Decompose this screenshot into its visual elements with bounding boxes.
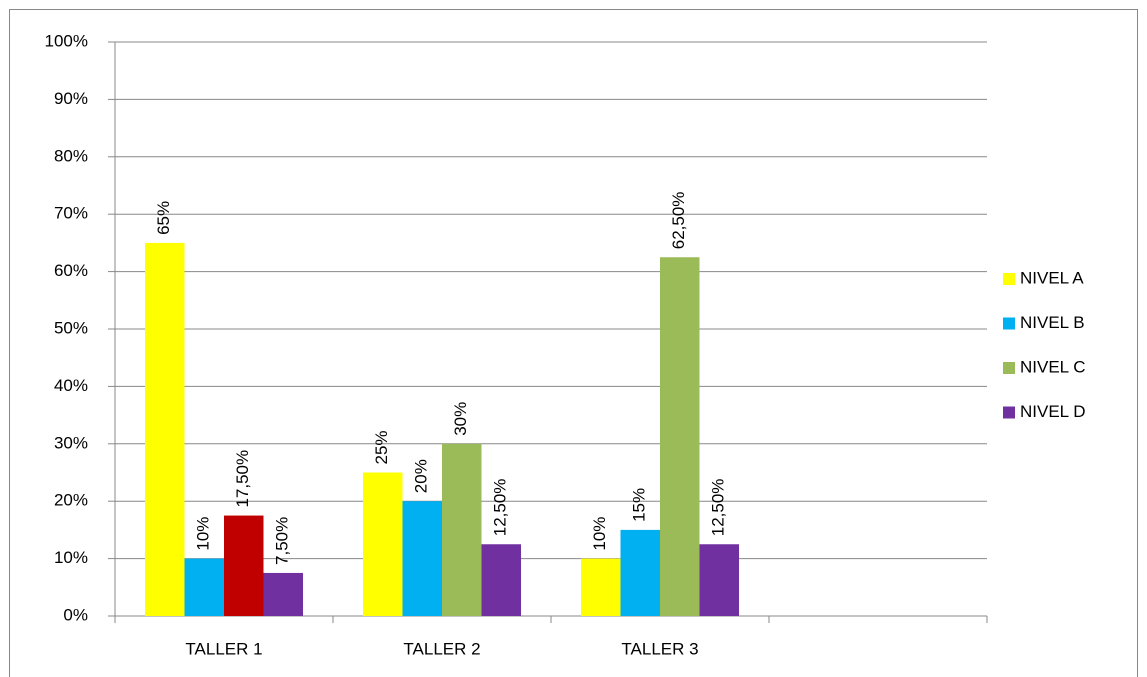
legend-swatch: [1003, 317, 1015, 330]
legend-swatch: [1003, 273, 1015, 285]
bar: [660, 257, 700, 616]
x-tick-label: TALLER 1: [185, 639, 262, 658]
y-tick-label: 70%: [54, 204, 88, 223]
y-tick-label: 40%: [54, 376, 88, 395]
data-label: 25%: [372, 430, 391, 464]
data-label: 62,50%: [669, 192, 688, 250]
data-label: 12,50%: [709, 479, 728, 537]
legend-label: NIVEL D: [1020, 402, 1086, 421]
y-tick-label: 80%: [54, 146, 88, 165]
y-tick-label: 50%: [54, 318, 88, 337]
y-tick-label: 0%: [63, 605, 88, 624]
bar: [224, 515, 264, 616]
data-label: 10%: [590, 517, 609, 551]
y-tick-label: 90%: [54, 89, 88, 108]
bar: [184, 558, 224, 616]
data-label: 15%: [630, 488, 649, 522]
bar: [402, 501, 442, 616]
legend-label: NIVEL A: [1020, 268, 1084, 287]
data-label: 17,50%: [233, 450, 252, 508]
data-label: 12,50%: [491, 479, 510, 537]
y-tick-label: 20%: [54, 491, 88, 510]
legend-swatch: [1003, 362, 1015, 374]
data-label: 65%: [154, 201, 173, 235]
bar: [481, 544, 521, 616]
bar: [581, 558, 621, 616]
y-tick-label: 100%: [45, 31, 88, 50]
x-tick-label: TALLER 3: [621, 639, 698, 658]
legend-label: NIVEL B: [1020, 313, 1085, 332]
legend-swatch: [1003, 406, 1015, 419]
y-tick-label: 60%: [54, 261, 88, 280]
data-label: 20%: [412, 459, 431, 493]
bar: [442, 443, 482, 616]
bar: [263, 572, 303, 616]
x-tick-label: TALLER 2: [403, 639, 480, 658]
data-label: 30%: [451, 402, 470, 436]
data-label: 7,50%: [273, 517, 292, 565]
bar: [699, 544, 739, 616]
bar: [620, 529, 660, 616]
bar: [363, 472, 403, 616]
legend-label: NIVEL C: [1020, 357, 1086, 376]
bar: [145, 242, 185, 616]
chart-frame: [9, 9, 1138, 677]
data-label: 10%: [194, 517, 213, 551]
y-tick-label: 30%: [54, 433, 88, 452]
y-tick-label: 10%: [54, 548, 88, 567]
